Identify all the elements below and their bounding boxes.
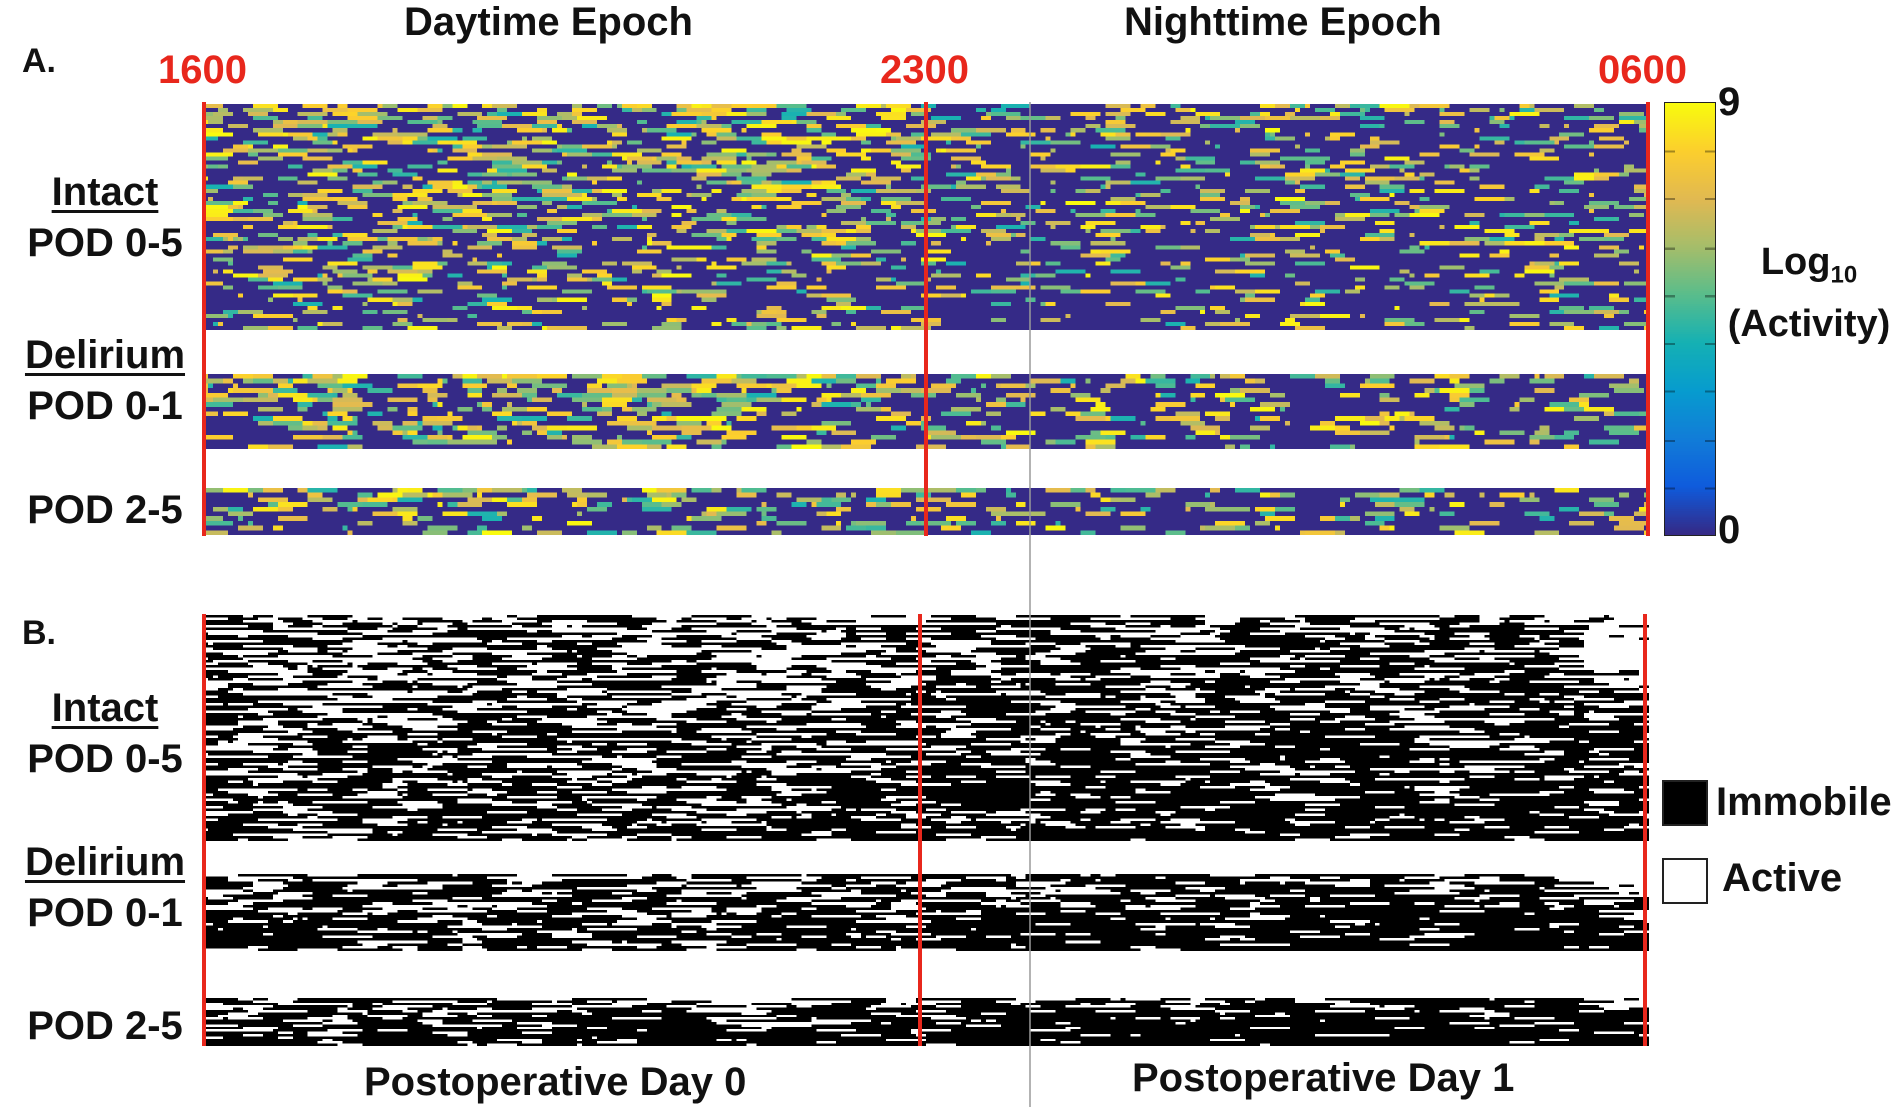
panel-b-group-intact: Intact POD 0-5 — [10, 686, 200, 782]
colorbar — [1664, 102, 1716, 536]
panel-b-letter: B. — [22, 614, 56, 652]
panel-a-group-intact: Intact POD 0-5 — [10, 170, 200, 266]
panel-a-letter: A. — [22, 42, 56, 80]
raster-b-intact — [203, 615, 1649, 841]
group-pod: POD 0-1 — [27, 891, 183, 935]
nighttime-epoch-label: Nighttime Epoch — [1124, 0, 1442, 44]
colorbar-min: 0 — [1718, 508, 1741, 552]
group-pod: POD 0-1 — [27, 384, 183, 428]
raster-b-delirium-pod01 — [203, 874, 1649, 951]
legend-swatch-active — [1662, 858, 1708, 904]
colorbar-label-sub: 10 — [1830, 261, 1858, 289]
legend-label-immobile: Immobile — [1716, 780, 1892, 824]
time-1600: 1600 — [158, 48, 247, 92]
colorbar-label: Log10 (Activity) — [1714, 238, 1904, 348]
group-title: Delirium — [24, 333, 186, 377]
day1-label: Postoperative Day 1 — [1132, 1056, 1515, 1100]
colorbar-max: 9 — [1718, 80, 1741, 124]
group-pod: POD 2-5 — [27, 488, 183, 532]
group-title: Intact — [51, 686, 159, 730]
raster-b-delirium-pod25 — [203, 998, 1649, 1046]
time-0600: 0600 — [1598, 48, 1687, 92]
time-2300: 2300 — [880, 48, 969, 92]
panel-b-group-delirium: Delirium POD 0-1 — [10, 840, 200, 936]
colorbar-label-main: Log — [1760, 241, 1831, 283]
panel-b-group-pod25: POD 2-5 — [10, 1004, 200, 1049]
day0-label: Postoperative Day 0 — [364, 1060, 747, 1104]
legend-label-active: Active — [1722, 856, 1843, 900]
group-title: Delirium — [24, 840, 186, 884]
legend-swatch-immobile — [1662, 780, 1708, 826]
panel-a-group-pod25: POD 2-5 — [10, 488, 200, 533]
group-pod: POD 0-5 — [27, 737, 183, 781]
group-pod: POD 2-5 — [27, 1004, 183, 1048]
colorbar-label-line2: (Activity) — [1727, 302, 1891, 345]
daytime-epoch-label: Daytime Epoch — [404, 0, 693, 44]
panel-a-group-delirium: Delirium POD 0-1 — [10, 333, 200, 429]
group-pod: POD 0-5 — [27, 221, 183, 265]
group-title: Intact — [51, 170, 159, 214]
